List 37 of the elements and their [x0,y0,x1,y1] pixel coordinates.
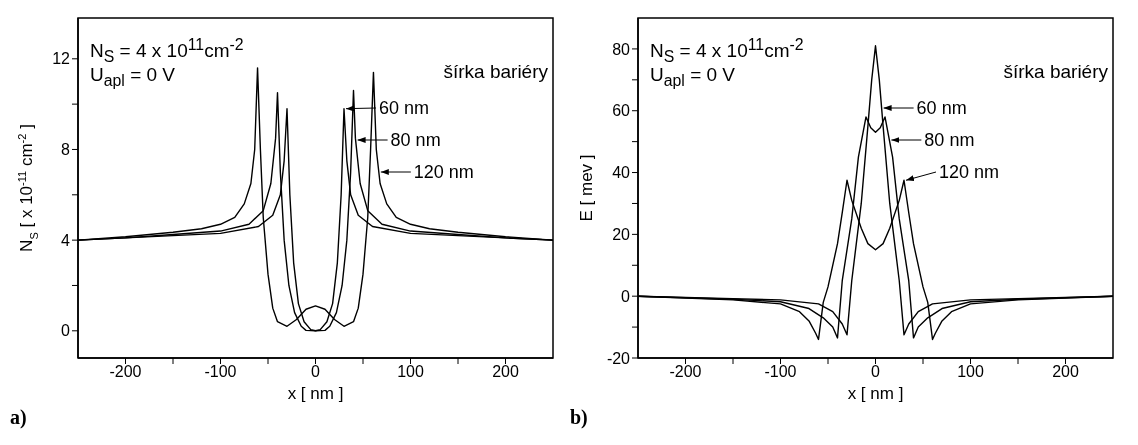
x-tick-label: 0 [871,363,881,381]
y-tick-label: 40 [612,164,631,182]
y-tick-label: 8 [61,141,71,159]
legend-label: 80 nm [924,130,975,150]
y-tick-label: 0 [621,287,631,305]
y-tick-label: 0 [61,322,71,340]
x-tick-label: 100 [957,363,984,381]
annotation: U$_{apl}$ = 0 V [90,64,176,90]
y-tick-label: 12 [52,50,71,68]
annotation: N$_{S}$ = 4 x 10$^{11}$cm$^{-2}$ [90,36,244,66]
y-tick-label: -20 [606,349,631,367]
x-tick-label: 100 [397,363,424,381]
x-tick-label: 0 [311,363,321,381]
x-tick-label: 200 [1052,363,1079,381]
legend-title: šírka bariéry [1003,61,1109,82]
legend-label: 120 nm [939,162,1000,182]
legend-title: šírka bariéry [443,61,549,82]
x-tick-label: -100 [204,363,237,381]
y-tick-label: 20 [612,226,631,244]
y-tick-label: 60 [612,102,631,120]
x-axis-title: x [ nm ] [287,384,344,403]
y-tick-label: 80 [612,40,631,58]
x-tick-label: -200 [669,363,702,381]
y-tick-label: 4 [61,231,71,249]
legend-label: 60 nm [916,98,967,118]
x-tick-label: -100 [764,363,797,381]
annotation: U$_{apl}$ = 0 V [650,64,736,90]
annotation: N$_{S}$ = 4 x 10$^{11}$cm$^{-2}$ [650,36,804,66]
legend-label: 60 nm [379,98,430,118]
x-tick-label: -200 [109,363,142,381]
x-tick-label: 200 [492,363,519,381]
legend-label: 80 nm [390,130,441,150]
y-axis-title: E [ mev ] [577,154,596,222]
text: b) [570,406,588,429]
x-axis-title: x [ nm ] [847,384,904,403]
legend-label: 120 nm [413,162,474,182]
text: a) [10,406,27,429]
